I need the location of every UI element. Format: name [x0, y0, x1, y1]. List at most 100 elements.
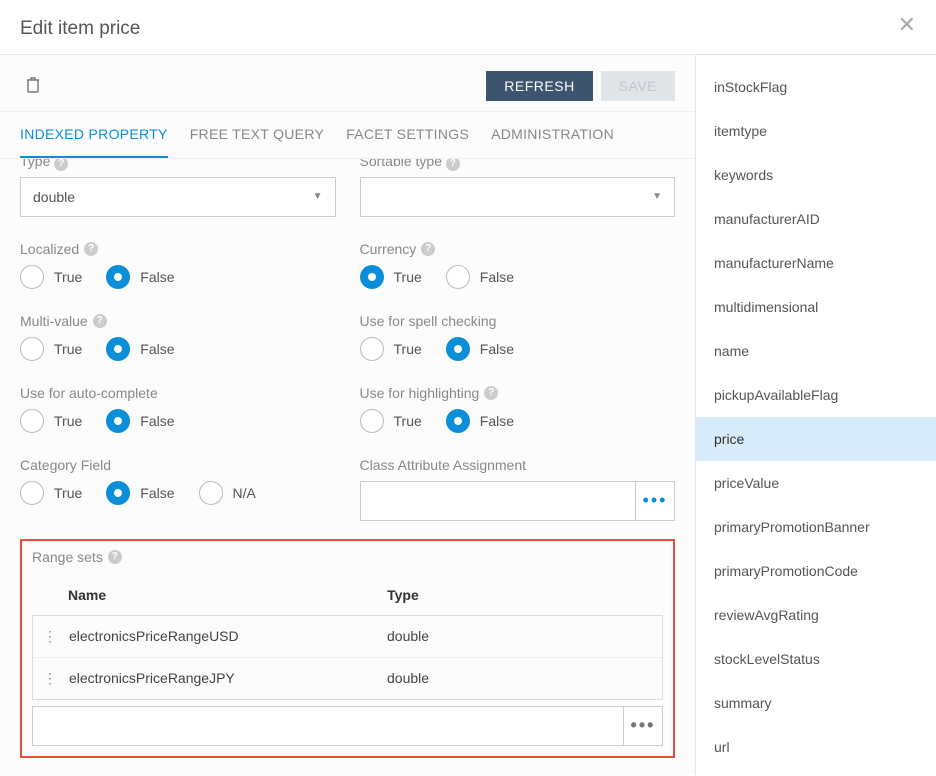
dialog-title: Edit item price — [20, 18, 916, 40]
range-col-name: Name — [68, 587, 387, 603]
highlight-true[interactable]: True — [360, 409, 422, 433]
range-row[interactable]: ⋮electronicsPriceRangeUSDdouble — [33, 616, 662, 658]
sidebar-item-stockLevelStatus[interactable]: stockLevelStatus — [696, 637, 936, 681]
help-icon[interactable]: ? — [93, 314, 107, 328]
multivalue-true[interactable]: True — [20, 337, 82, 361]
help-icon[interactable]: ? — [484, 386, 498, 400]
toolbar-buttons: REFRESH SAVE — [486, 71, 675, 101]
sortable-type-select[interactable]: ▼ — [360, 177, 676, 217]
multivalue-false[interactable]: False — [106, 337, 174, 361]
sidebar-item-name[interactable]: name — [696, 329, 936, 373]
highlight-radio-group: True False — [360, 409, 676, 433]
category-false[interactable]: False — [106, 481, 174, 505]
radio-icon — [199, 481, 223, 505]
autocomplete-radio-group: True False — [20, 409, 336, 433]
radio-icon — [106, 481, 130, 505]
radio-icon — [20, 409, 44, 433]
trash-icon[interactable] — [26, 77, 40, 96]
sidebar-item-itemtype[interactable]: itemtype — [696, 109, 936, 153]
multivalue-label: Multi-value ? — [20, 313, 336, 329]
currency-label: Currency ? — [360, 241, 676, 257]
class-attr-input[interactable] — [360, 481, 636, 521]
currency-false[interactable]: False — [446, 265, 514, 289]
class-attr-label: Class Attribute Assignment — [360, 457, 676, 473]
radio-icon — [446, 409, 470, 433]
radio-icon — [446, 265, 470, 289]
localized-label: Localized ? — [20, 241, 336, 257]
sidebar-item-summary[interactable]: summary — [696, 681, 936, 725]
range-sets-box: Range sets ? Name Type ⋮electronicsPrice… — [20, 539, 675, 758]
range-sets-table: Name Type ⋮electronicsPriceRangeUSDdoubl… — [32, 575, 663, 746]
radio-icon — [106, 265, 130, 289]
radio-icon — [20, 265, 44, 289]
drag-handle-icon[interactable]: ⋮ — [43, 628, 69, 645]
help-icon[interactable]: ? — [446, 159, 460, 171]
category-radio-group: True False N/A — [20, 481, 336, 505]
sidebar-item-multidimensional[interactable]: multidimensional — [696, 285, 936, 329]
tab-facet-settings[interactable]: FACET SETTINGS — [346, 126, 469, 158]
main-area: REFRESH SAVE INDEXED PROPERTY FREE TEXT … — [0, 55, 936, 775]
localized-false[interactable]: False — [106, 265, 174, 289]
sidebar-item-keywords[interactable]: keywords — [696, 153, 936, 197]
drag-handle-icon[interactable]: ⋮ — [43, 670, 69, 687]
save-button: SAVE — [601, 71, 675, 101]
autocomplete-true[interactable]: True — [20, 409, 82, 433]
help-icon[interactable]: ? — [54, 159, 68, 171]
currency-true[interactable]: True — [360, 265, 422, 289]
category-label: Category Field — [20, 457, 336, 473]
form-area: Type ? Sortable type ? double ▼ — [0, 159, 695, 775]
autocomplete-false[interactable]: False — [106, 409, 174, 433]
radio-icon — [20, 337, 44, 361]
sidebar-item-priceValue[interactable]: priceValue — [696, 461, 936, 505]
currency-radio-group: True False — [360, 265, 676, 289]
radio-icon — [360, 265, 384, 289]
range-add-input[interactable] — [32, 706, 623, 746]
right-panel: inStockFlagitemtypekeywordsmanufacturerA… — [696, 55, 936, 775]
sidebar-item-primaryPromotionCode[interactable]: primaryPromotionCode — [696, 549, 936, 593]
tab-bar: INDEXED PROPERTY FREE TEXT QUERY FACET S… — [0, 112, 695, 159]
range-row-name: electronicsPriceRangeJPY — [69, 670, 387, 686]
sidebar-item-manufacturerName[interactable]: manufacturerName — [696, 241, 936, 285]
type-select-value: double — [33, 189, 75, 205]
close-icon[interactable]: ✕ — [898, 14, 916, 36]
help-icon[interactable]: ? — [421, 242, 435, 256]
left-panel: REFRESH SAVE INDEXED PROPERTY FREE TEXT … — [0, 55, 696, 775]
help-icon[interactable]: ? — [84, 242, 98, 256]
sortable-label-cut: Sortable type — [360, 159, 443, 169]
spell-false[interactable]: False — [446, 337, 514, 361]
sidebar-item-inStockFlag[interactable]: inStockFlag — [696, 65, 936, 109]
tab-free-text-query[interactable]: FREE TEXT QUERY — [190, 126, 324, 158]
highlight-false[interactable]: False — [446, 409, 514, 433]
class-attr-more-button[interactable]: ••• — [635, 481, 675, 521]
spell-true[interactable]: True — [360, 337, 422, 361]
sidebar-item-manufacturerAID[interactable]: manufacturerAID — [696, 197, 936, 241]
sidebar-item-url[interactable]: url — [696, 725, 936, 769]
radio-icon — [360, 337, 384, 361]
radio-icon — [20, 481, 44, 505]
sidebar-item-reviewAvgRating[interactable]: reviewAvgRating — [696, 593, 936, 637]
range-col-type: Type — [387, 587, 653, 603]
tab-administration[interactable]: ADMINISTRATION — [491, 126, 614, 158]
range-row[interactable]: ⋮electronicsPriceRangeJPYdouble — [33, 658, 662, 699]
range-sets-body: ⋮electronicsPriceRangeUSDdouble⋮electron… — [32, 615, 663, 700]
range-sets-header: Name Type — [32, 575, 663, 615]
category-na[interactable]: N/A — [199, 481, 256, 505]
range-row-type: double — [387, 670, 652, 686]
localized-true[interactable]: True — [20, 265, 82, 289]
help-icon[interactable]: ? — [108, 550, 122, 564]
radio-icon — [360, 409, 384, 433]
range-sets-label: Range sets ? — [32, 549, 663, 565]
type-select[interactable]: double ▼ — [20, 177, 336, 217]
sidebar-item-pickupAvailableFlag[interactable]: pickupAvailableFlag — [696, 373, 936, 417]
category-true[interactable]: True — [20, 481, 82, 505]
tab-indexed-property[interactable]: INDEXED PROPERTY — [20, 126, 168, 158]
class-attr-input-group: ••• — [360, 481, 676, 521]
refresh-button[interactable]: REFRESH — [486, 71, 592, 101]
toolbar: REFRESH SAVE — [0, 55, 695, 112]
spell-label: Use for spell checking — [360, 313, 676, 329]
radio-icon — [106, 409, 130, 433]
sidebar-item-primaryPromotionBanner[interactable]: primaryPromotionBanner — [696, 505, 936, 549]
sidebar-item-price[interactable]: price — [696, 417, 936, 461]
range-more-button[interactable]: ••• — [623, 706, 663, 746]
chevron-down-icon: ▼ — [652, 191, 662, 202]
